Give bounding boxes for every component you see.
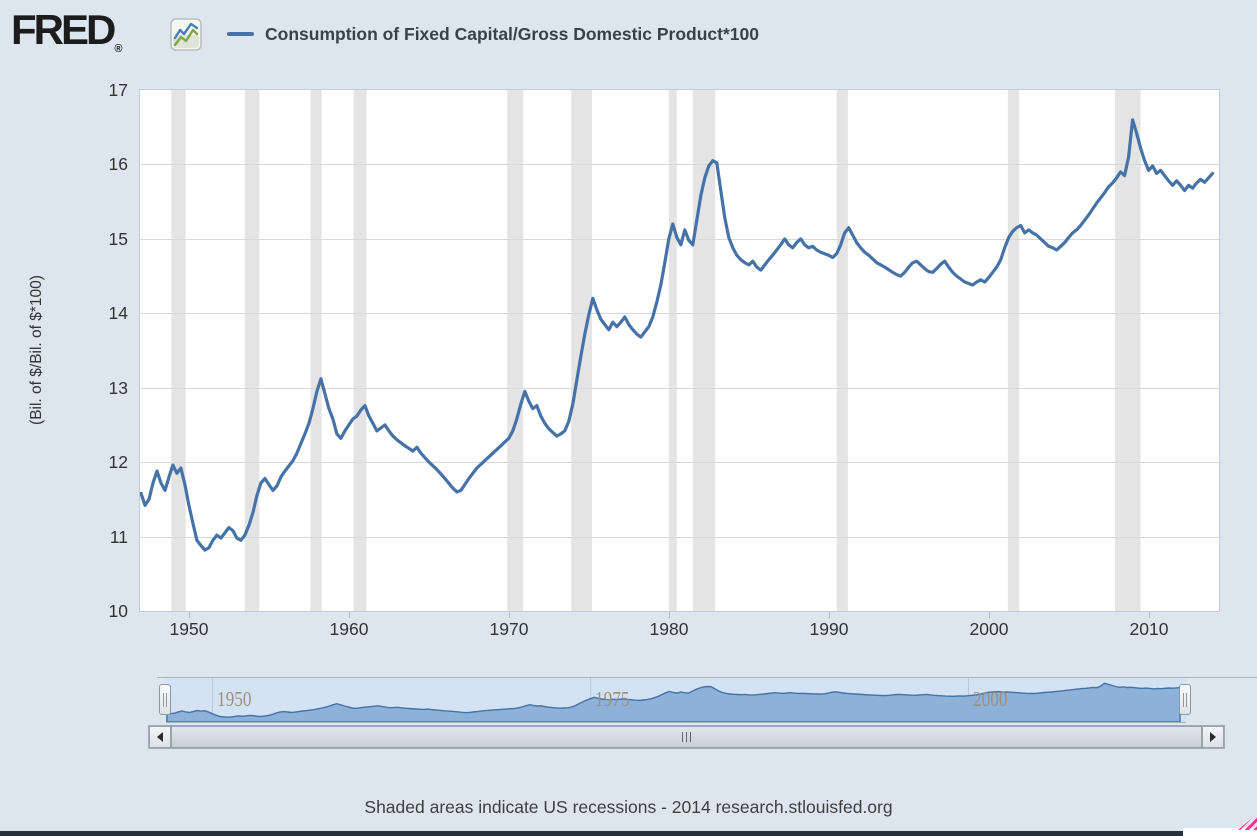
navigator-handle-right[interactable] <box>1179 684 1191 715</box>
scrollbar-left-button[interactable] <box>149 726 171 748</box>
navigator-chart-svg <box>166 678 1181 722</box>
x-axis-tick <box>669 612 670 618</box>
x-axis-tick-label: 1970 <box>489 619 529 639</box>
recession-band <box>171 90 186 611</box>
y-axis-tick-label: 12 <box>108 452 128 473</box>
recession-band <box>668 90 677 611</box>
recession-band <box>244 90 260 611</box>
navigator-year-label: 2000 <box>973 687 1008 711</box>
series-legend-marker-icon <box>227 32 254 36</box>
bottom-right-gap <box>1183 828 1257 836</box>
navigator-year-label: 1950 <box>217 687 252 711</box>
y-axis-tick-label: 17 <box>108 80 128 100</box>
recession-band <box>836 90 848 611</box>
y-axis-tick-label: 11 <box>109 526 128 547</box>
x-axis-tick <box>509 612 510 618</box>
x-axis-tick-label: 1990 <box>809 619 849 639</box>
y-axis-tick-label: 13 <box>108 377 128 398</box>
y-axis-tick-label: 14 <box>108 303 128 324</box>
x-axis-tick <box>989 612 990 618</box>
fred-logo[interactable]: FRED® <box>11 8 122 71</box>
x-axis-tick-label: 1950 <box>169 619 209 639</box>
scrollbar <box>148 725 1225 749</box>
x-axis-tick-label: 1980 <box>649 619 689 639</box>
x-axis-tick-label: 1960 <box>329 619 369 639</box>
footer-note: Shaded areas indicate US recessions - 20… <box>364 797 893 817</box>
recession-band <box>1007 90 1020 611</box>
recession-band <box>1115 90 1141 611</box>
series-line <box>140 118 1215 552</box>
fred-logo-text: FRED <box>11 6 116 53</box>
recession-band <box>310 90 322 611</box>
arrow-left-icon <box>152 732 163 742</box>
recession-band <box>507 90 524 611</box>
x-axis-tick-label: 2010 <box>1129 619 1169 639</box>
logo-blue-line <box>173 22 199 40</box>
scrollbar-right-button[interactable] <box>1202 726 1224 748</box>
plot-area[interactable] <box>139 89 1220 612</box>
recession-band <box>353 90 367 611</box>
x-axis-tick <box>829 612 830 618</box>
main-chart-svg <box>140 90 1219 611</box>
logo-green-line <box>173 28 199 47</box>
x-axis-tick-label: 2000 <box>969 619 1009 639</box>
bottom-border <box>0 831 1183 836</box>
navigator[interactable]: 1950 1975 2000 <box>166 678 1186 723</box>
series-legend: Consumption of Fixed Capital/Gross Domes… <box>227 22 759 46</box>
y-axis-tick-label: 16 <box>108 154 128 175</box>
series-title: Consumption of Fixed Capital/Gross Domes… <box>265 23 759 44</box>
navigator-handle-left[interactable] <box>159 684 171 715</box>
registered-mark: ® <box>114 43 123 55</box>
arrow-right-icon <box>1210 732 1221 742</box>
x-axis-tick <box>349 612 350 618</box>
x-axis-tick <box>1149 612 1150 618</box>
navigator-area <box>166 682 1181 722</box>
grip-icon <box>682 732 683 742</box>
navigator-year-label: 1975 <box>595 687 630 711</box>
x-axis-tick <box>189 612 190 618</box>
fred-chart-icon <box>170 18 202 51</box>
y-axis-title: (Bil. of $/Bil. of $*100) <box>28 275 45 425</box>
navigator-top-border <box>157 677 1257 678</box>
y-axis-tick-label: 10 <box>108 601 128 621</box>
recession-band <box>692 90 716 611</box>
scrollbar-thumb[interactable] <box>171 726 1202 748</box>
y-axis-tick-label: 15 <box>108 228 128 249</box>
